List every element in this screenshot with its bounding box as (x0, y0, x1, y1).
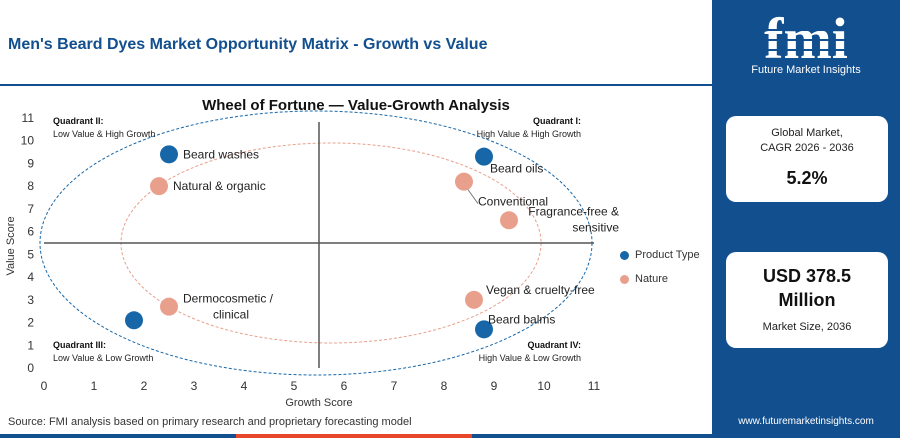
data-label: Natural & organic (173, 179, 266, 193)
data-label: Dermocosmetic / (183, 292, 274, 306)
legend-item-product-type: Product Type (620, 246, 700, 264)
quadrant-description: Low Value & High Growth (53, 129, 155, 139)
header: Men's Beard Dyes Market Opportunity Matr… (0, 0, 712, 86)
data-point (455, 172, 473, 191)
header-divider (0, 84, 712, 86)
quadrant-description: High Value & High Growth (477, 129, 581, 139)
x-tick-label: 11 (588, 379, 601, 393)
legend-item-nature: Nature (620, 270, 700, 288)
label-leader-line (467, 189, 479, 204)
x-tick-label: 7 (391, 379, 398, 393)
legend-marker-nature (620, 274, 629, 284)
x-tick-label: 1 (91, 379, 98, 393)
footer-bar-segment (236, 434, 472, 438)
y-axis-label: Value Score (5, 216, 17, 275)
chart-title: Wheel of Fortune — Value-Growth Analysis (202, 97, 510, 114)
chart-legend: Product Type Nature (620, 246, 700, 294)
data-point (160, 145, 178, 164)
legend-marker-product-type (620, 250, 629, 260)
data-point (475, 147, 493, 166)
data-label: clinical (213, 308, 249, 322)
quadrant-title: Quadrant III: (53, 340, 106, 350)
fmi-logo: fmi (742, 8, 870, 71)
quadrant-title: Quadrant II: (53, 116, 104, 126)
footer-bar-segment (472, 434, 712, 438)
market-size-label: Market Size, 2036 (762, 321, 852, 333)
data-label: Fragrance-free & (528, 204, 619, 218)
market-size-value-line2: Million (778, 290, 836, 310)
chart-area: Wheel of Fortune — Value-Growth Analysis… (0, 86, 712, 414)
x-tick-label: 8 (441, 379, 448, 393)
y-tick-label: 8 (27, 179, 34, 193)
data-point (465, 290, 483, 309)
x-tick-label: 0 (41, 379, 48, 393)
data-point (500, 211, 518, 230)
website-link[interactable]: www.futuremarketinsights.com (738, 416, 874, 427)
sidebar: fmi Future Market Insights Global Market… (712, 0, 900, 434)
footer-bar-segment (0, 434, 236, 438)
x-tick-label: 5 (291, 379, 298, 393)
data-point (150, 177, 168, 196)
legend-label-nature: Nature (635, 273, 669, 285)
y-tick-label: 4 (27, 270, 34, 284)
cagr-value: 5.2% (786, 168, 828, 188)
opportunity-matrix-chart: Wheel of Fortune — Value-Growth Analysis… (5, 97, 619, 409)
data-label: sensitive (572, 220, 619, 234)
data-label: Beard washes (183, 147, 259, 161)
x-tick-label: 6 (341, 379, 348, 393)
cagr-label-line1: Global Market, (771, 127, 843, 139)
market-size-value-line1: USD 378.5 (762, 266, 852, 286)
x-tick-label: 9 (491, 379, 498, 393)
y-tick-label: 3 (27, 293, 34, 307)
y-tick-label: 1 (27, 338, 34, 352)
x-tick-label: 3 (191, 379, 198, 393)
quadrant-description: Low Value & Low Growth (53, 353, 153, 363)
market-size-card: USD 378.5 Million Market Size, 2036 (726, 252, 888, 348)
y-tick-label: 10 (21, 134, 35, 148)
data-label: Vegan & cruelty-free (486, 283, 595, 297)
quadrant-title: Quadrant I: (533, 116, 581, 126)
data-point (160, 297, 178, 316)
logo-subtitle: Future Market Insights (751, 64, 861, 76)
x-tick-label: 4 (241, 379, 248, 393)
cagr-card: Global Market, CAGR 2026 - 2036 5.2% (726, 116, 888, 202)
footer-bar-segment (712, 434, 900, 438)
source-note: Source: FMI analysis based on primary re… (8, 416, 412, 428)
x-axis-label: Growth Score (285, 397, 352, 409)
quadrant-title: Quadrant IV: (527, 340, 581, 350)
data-label: Beard oils (490, 162, 543, 176)
data-point (125, 311, 143, 330)
y-tick-label: 0 (27, 361, 34, 375)
cagr-label-line2: CAGR 2026 - 2036 (760, 142, 854, 154)
y-tick-label: 2 (27, 316, 34, 330)
y-tick-label: 11 (22, 111, 35, 125)
legend-label-product-type: Product Type (635, 249, 700, 261)
data-label: Beard balms (488, 312, 555, 326)
x-tick-label: 10 (537, 379, 551, 393)
y-tick-label: 6 (27, 225, 34, 239)
data-label: Conventional (478, 195, 548, 209)
y-tick-label: 5 (27, 247, 34, 261)
y-tick-label: 7 (27, 202, 34, 216)
x-tick-label: 2 (141, 379, 148, 393)
data-point (475, 320, 493, 339)
quadrant-description: High Value & Low Growth (479, 353, 581, 363)
y-tick-label: 9 (27, 156, 34, 170)
page-title: Men's Beard Dyes Market Opportunity Matr… (8, 36, 488, 53)
footer: Source: FMI analysis based on primary re… (0, 414, 900, 438)
